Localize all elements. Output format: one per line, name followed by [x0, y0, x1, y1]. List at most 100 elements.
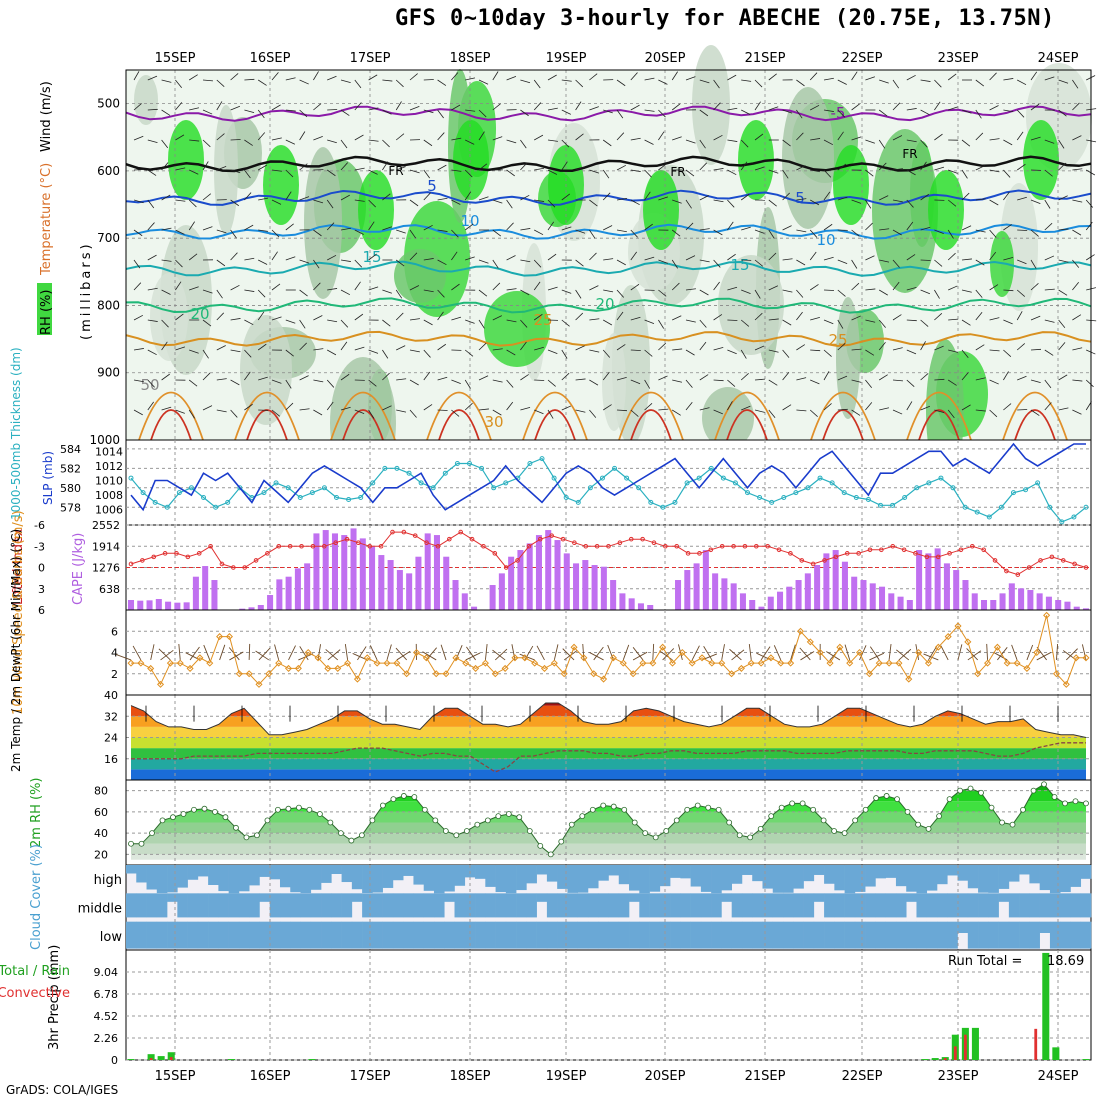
- wind-speed-marker: [294, 664, 302, 672]
- wind-barb: [382, 349, 389, 359]
- rh-marker: [275, 806, 281, 813]
- li-marker: [185, 554, 191, 560]
- wind-barb: [699, 79, 710, 84]
- wind-barb: [589, 318, 600, 321]
- cape-bar: [869, 583, 876, 610]
- wind-barb: [699, 109, 709, 117]
- wind-barb: [906, 199, 914, 208]
- slp-tick-label: 1010: [95, 475, 123, 488]
- wind-barb: [920, 319, 929, 327]
- li-marker: [242, 565, 247, 570]
- cape-bar: [712, 573, 719, 610]
- precip-legend-convective: Convective: [0, 986, 70, 1001]
- li-marker: [776, 547, 782, 553]
- wind-speed-marker: [284, 664, 293, 672]
- thickness-marker: [297, 495, 303, 501]
- precip-tick-label: 0: [111, 1054, 118, 1067]
- wind-barb: [823, 223, 833, 231]
- wind-barb: [602, 192, 611, 201]
- thickness-marker: [1059, 519, 1065, 525]
- wind-barb: [879, 407, 890, 411]
- li-tick-label: 6: [38, 604, 45, 617]
- wind-barb: [1072, 409, 1082, 415]
- wind-barb: [327, 109, 338, 111]
- cloud-bar: [208, 893, 219, 918]
- cloud-bar: [167, 921, 178, 949]
- wind-barb: [975, 344, 985, 351]
- wind-barb: [354, 199, 365, 202]
- wind-barb: [961, 372, 969, 381]
- wind-barb: [326, 379, 335, 388]
- wind-barb: [879, 259, 890, 263]
- cloud-bar: [700, 865, 712, 892]
- wind-speed-marker: [806, 638, 814, 646]
- precip-total-bar: [921, 1059, 929, 1060]
- rh-marker: [736, 832, 743, 839]
- cloud-bar: [659, 921, 671, 949]
- wind-speed-marker: [344, 659, 352, 667]
- wind-speed-marker: [481, 659, 489, 667]
- cape-bar: [174, 602, 181, 610]
- wind-barb: [465, 77, 476, 81]
- wind-barb: [506, 169, 515, 177]
- cape-bar: [823, 553, 830, 610]
- isotherm-30-loop: [810, 391, 876, 441]
- thickness-marker: [334, 495, 340, 501]
- cape-bar: [749, 600, 756, 610]
- wind-barb: [188, 253, 198, 261]
- wind-barb: [1044, 76, 1055, 81]
- wind-speed-marker: [1072, 654, 1080, 662]
- date-label-top: 23SEP: [938, 51, 979, 66]
- wind-barb: [248, 643, 251, 660]
- wind-barb: [547, 379, 556, 387]
- li-marker: [208, 543, 213, 549]
- wind-speed-marker: [639, 659, 647, 667]
- cape-bar: [897, 596, 904, 610]
- wind-barb: [409, 199, 419, 207]
- wind-barb: [906, 379, 915, 387]
- wind-barb: [851, 379, 862, 383]
- wind-speed-marker: [728, 670, 736, 678]
- wind-barb: [630, 137, 641, 141]
- wind-barb: [203, 644, 211, 661]
- thickness-marker: [757, 495, 763, 501]
- rh-marker: [463, 828, 470, 834]
- wind-barb: [782, 319, 792, 326]
- cloud-bar: [444, 865, 455, 892]
- rh-marker: [778, 804, 785, 811]
- wind-barb: [440, 644, 447, 661]
- wind-barb: [948, 106, 958, 111]
- wind-barb: [1085, 254, 1095, 261]
- thickness-marker: [853, 495, 859, 501]
- wind-barb: [271, 379, 282, 384]
- cloud-bar: [1019, 893, 1030, 918]
- wind-barb: [796, 198, 807, 201]
- wind-barb: [437, 164, 447, 171]
- wind-barb: [1030, 71, 1038, 81]
- thickness-marker: [926, 480, 932, 486]
- cloud-bar: [1060, 865, 1071, 893]
- wind-barb: [189, 139, 200, 142]
- slp-axis-label: SLP (mb): [41, 451, 55, 505]
- rh-shading: [394, 249, 446, 303]
- wind-barb: [947, 379, 957, 386]
- wind-barb: [575, 378, 586, 381]
- wind-barb: [782, 404, 792, 411]
- slp-line: [130, 442, 1086, 512]
- wind-barb: [837, 109, 846, 118]
- li-marker: [1015, 572, 1021, 577]
- wind-barb: [354, 102, 362, 111]
- wind-barb: [132, 645, 142, 661]
- wind-barb: [658, 163, 667, 171]
- cloud-bar: [208, 865, 219, 885]
- contour-label: 10: [460, 212, 479, 230]
- wind-barb: [672, 136, 682, 141]
- wind-barb: [699, 374, 709, 381]
- thickness-marker: [660, 504, 666, 510]
- wind-barb: [382, 226, 392, 231]
- cloud-bar: [126, 865, 137, 874]
- cape-bar: [535, 535, 542, 610]
- pressure-tick-label: 500: [97, 97, 120, 111]
- wind-barb: [1003, 257, 1014, 261]
- thickness-marker: [1083, 504, 1089, 510]
